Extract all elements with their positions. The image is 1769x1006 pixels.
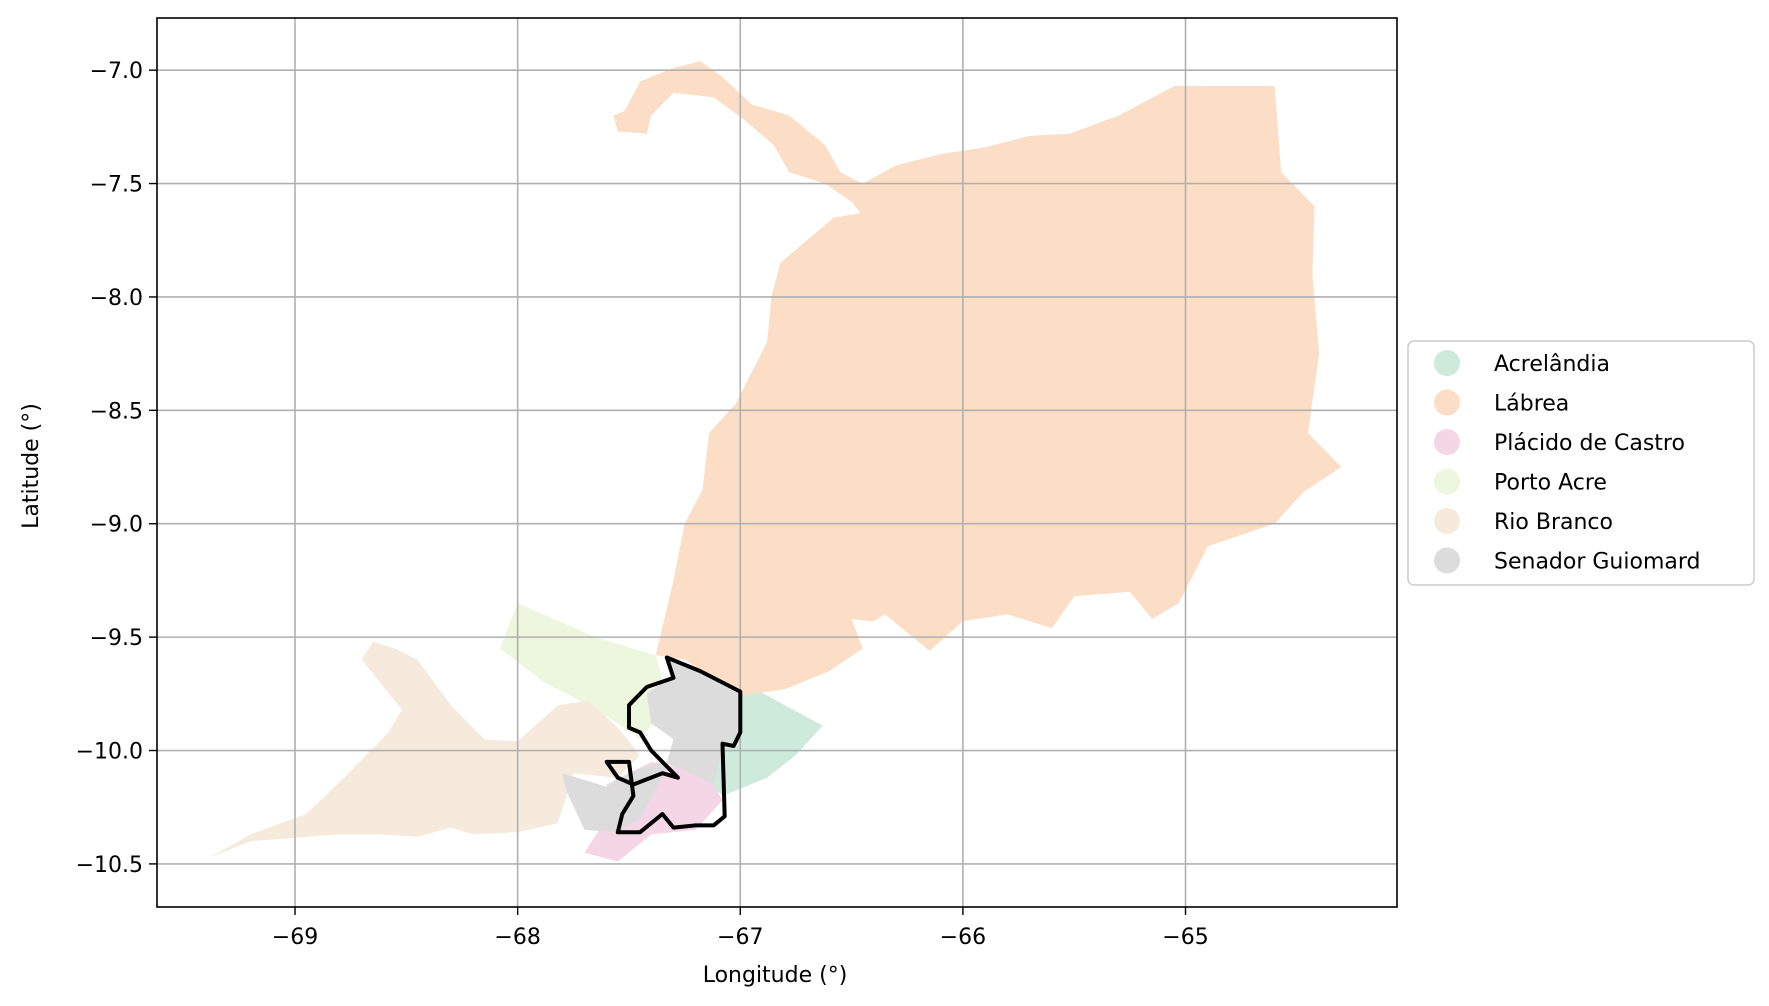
legend-marker: [1434, 508, 1460, 534]
legend-label: Lábrea: [1494, 392, 1569, 417]
legend-marker: [1434, 429, 1460, 455]
region-rio-branco: [210, 641, 641, 858]
x-tick-label: −69: [272, 925, 318, 950]
legend-label: Porto Acre: [1494, 471, 1607, 496]
legend-label: Rio Branco: [1494, 510, 1613, 535]
legend: Acrelândia Lábrea Plácido de Castro Porto A…: [1407, 340, 1755, 586]
axes-frame: [156, 17, 1398, 908]
y-tick-label: −10.0: [76, 740, 143, 765]
region-labrea: [613, 61, 1342, 697]
x-axis-label: Longitude (°): [703, 963, 848, 988]
regions-layer: [210, 61, 1342, 862]
x-tick-label: −66: [940, 925, 986, 950]
x-tick-label: −68: [494, 925, 540, 950]
legend-frame: [1407, 340, 1755, 586]
legend-item: Acrelândia: [1434, 350, 1610, 377]
legend-item: Plácido de Castro: [1434, 429, 1685, 456]
legend-item: Rio Branco: [1434, 508, 1613, 535]
grid-layer: [157, 18, 1397, 907]
y-tick-label: −9.0: [90, 513, 143, 538]
y-tick-label: −8.5: [90, 399, 143, 424]
legend-item: Senador Guiomard: [1434, 547, 1701, 575]
legend-marker: [1434, 547, 1460, 574]
plot-area: [156, 17, 1398, 908]
y-tick-label: −10.5: [76, 853, 143, 878]
legend-label: Senador Guiomard: [1494, 550, 1701, 575]
highlight-outline: [604, 655, 743, 835]
y-tick-label: −7.0: [90, 59, 143, 84]
legend-marker: [1434, 468, 1460, 495]
outline-layer: [604, 655, 743, 835]
x-tick-label: −67: [717, 925, 763, 950]
x-axis-ticks: −69 −68 −67 −66 −65: [272, 907, 1209, 950]
legend-item: Lábrea: [1434, 389, 1569, 417]
y-tick-label: −7.5: [90, 173, 143, 198]
y-tick-label: −9.5: [90, 626, 143, 651]
legend-marker: [1434, 350, 1460, 376]
x-tick-label: −65: [1162, 925, 1208, 950]
y-axis-label: Latitude (°): [19, 403, 44, 529]
region-senador-guiomard: [562, 659, 741, 833]
y-tick-label: −8.0: [90, 286, 143, 311]
legend-item: Porto Acre: [1434, 468, 1607, 496]
legend-marker: [1434, 389, 1460, 416]
legend-label: Plácido de Castro: [1494, 431, 1685, 456]
y-axis-ticks: −7.0 −7.5 −8.0 −8.5 −9.0 −9.5 −10.0 −10.5: [76, 59, 157, 878]
legend-label: Acrelândia: [1494, 352, 1610, 377]
legend-items: Acrelândia Lábrea Plácido de Castro Porto A…: [1434, 350, 1701, 575]
